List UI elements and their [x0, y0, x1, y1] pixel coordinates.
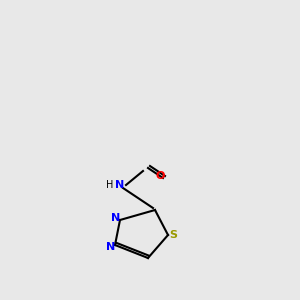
Text: N: N — [116, 180, 124, 190]
Text: N: N — [106, 242, 116, 252]
Text: S: S — [169, 230, 177, 240]
Text: N: N — [111, 213, 121, 223]
Text: O: O — [155, 171, 165, 181]
Text: H: H — [106, 180, 114, 190]
